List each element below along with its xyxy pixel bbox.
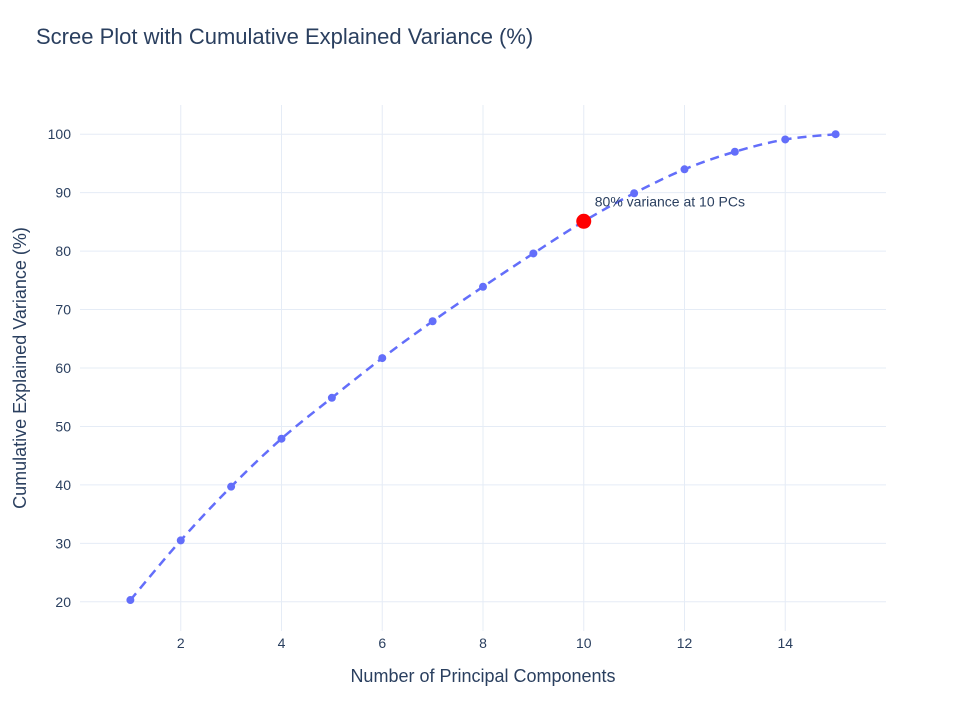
y-tick-label: 90 <box>55 185 71 201</box>
y-tick-label: 20 <box>55 594 71 610</box>
data-points <box>126 130 840 605</box>
chart-title: Scree Plot with Cumulative Explained Var… <box>36 24 534 49</box>
data-point <box>126 596 135 605</box>
x-axis-title: Number of Principal Components <box>350 666 615 686</box>
x-tick-label: 10 <box>576 635 592 651</box>
annotation-label: 80% variance at 10 PCs <box>595 193 745 209</box>
data-point <box>327 393 336 402</box>
y-tick-label: 80 <box>55 243 71 259</box>
data-point <box>630 189 639 198</box>
y-tick-label: 100 <box>48 126 72 142</box>
y-tick-label: 70 <box>55 302 71 318</box>
x-tick-label: 14 <box>777 635 793 651</box>
grid-lines <box>80 105 886 631</box>
y-axis-ticks: 20 30 40 50 60 70 80 90 100 <box>48 126 72 610</box>
data-point <box>831 130 840 139</box>
data-point <box>277 434 286 443</box>
y-tick-label: 50 <box>55 418 71 434</box>
x-tick-label: 12 <box>677 635 693 651</box>
y-tick-label: 60 <box>55 360 71 376</box>
x-tick-label: 8 <box>479 635 487 651</box>
data-point <box>479 282 487 291</box>
x-tick-label: 6 <box>378 635 386 651</box>
data-point <box>730 147 739 156</box>
x-axis-ticks: 2 4 6 8 10 12 14 <box>177 635 793 651</box>
cumulative-variance-line <box>129 132 836 601</box>
data-point <box>227 482 236 491</box>
y-axis-title: Cumulative Explained Variance (%) <box>10 227 30 509</box>
data-point <box>428 317 437 326</box>
data-point <box>176 536 185 545</box>
data-point <box>529 249 538 258</box>
x-tick-label: 2 <box>177 635 185 651</box>
highlight-point <box>576 213 592 229</box>
data-point <box>680 165 689 174</box>
y-tick-label: 30 <box>55 535 71 551</box>
x-tick-label: 4 <box>278 635 286 651</box>
data-point <box>378 354 387 363</box>
data-point <box>781 135 790 144</box>
y-tick-label: 40 <box>55 477 71 493</box>
